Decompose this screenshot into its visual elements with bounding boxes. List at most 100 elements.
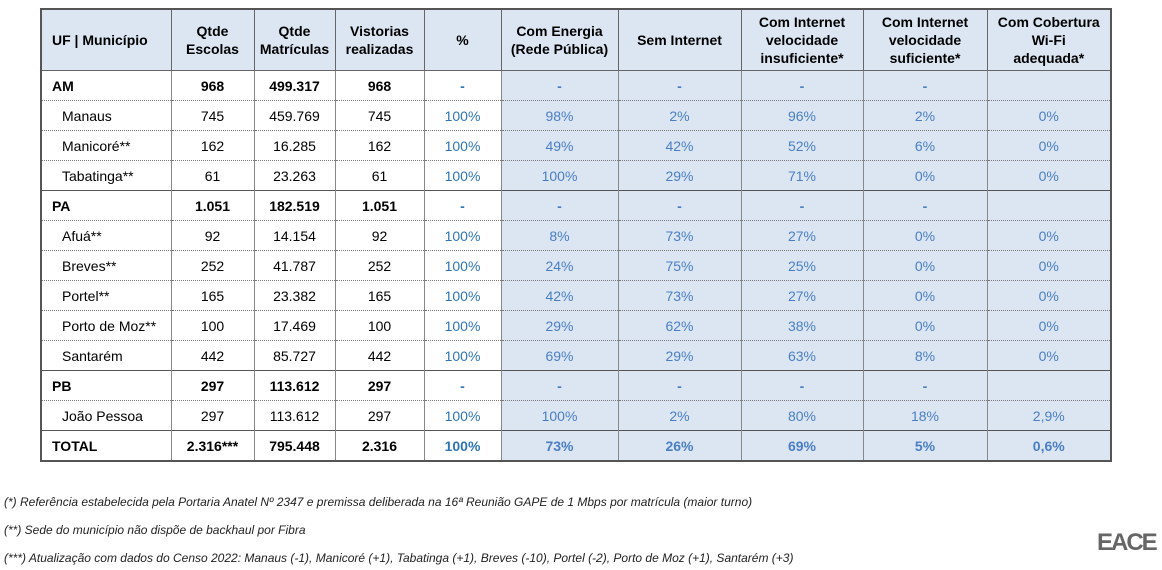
cell: 100%	[423, 430, 502, 461]
footnote: (***) Atualização com dados do Censo 202…	[4, 551, 794, 565]
cell: 100%	[423, 340, 502, 371]
cell: 61	[170, 160, 255, 191]
municipality-row: Porto de Moz** 100 17.469 100 100% 29% 62% 38% 0…	[40, 310, 1112, 341]
municipality-row: Tabatinga** 61 23.263 61 100% 100% 29% 71% 0% 0%	[40, 160, 1112, 191]
cell: 162	[170, 130, 255, 161]
cell: AM	[40, 70, 172, 101]
cell: Porto de Moz**	[40, 310, 172, 341]
cell: 6%	[862, 130, 988, 161]
cell	[986, 70, 1112, 101]
cell: 0%	[862, 280, 988, 311]
municipality-row: João Pessoa 297 113.612 297 100% 100% 2% 80% 18%…	[40, 400, 1112, 431]
cell: 41.787	[253, 250, 336, 281]
column-header: Com Internet velocidade suficiente*	[862, 8, 988, 71]
cell: 0%	[986, 340, 1112, 371]
cell: 2.316***	[170, 430, 255, 461]
cell: 1.051	[334, 190, 425, 221]
cell: 459.769	[253, 100, 336, 131]
cell: 0%	[986, 250, 1112, 281]
cell: 100%	[500, 160, 619, 191]
cell: 100%	[423, 130, 502, 161]
cell: 27%	[740, 220, 864, 251]
cell: 80%	[740, 400, 864, 431]
cell: Portel**	[40, 280, 172, 311]
column-header: Sem Internet	[617, 8, 742, 71]
cell: Tabatinga**	[40, 160, 172, 191]
cell: 27%	[740, 280, 864, 311]
cell: -	[423, 190, 502, 221]
cell: 442	[170, 340, 255, 371]
cell: 38%	[740, 310, 864, 341]
cell	[986, 190, 1112, 221]
column-header: UF | Município	[40, 8, 172, 71]
cell: 17.469	[253, 310, 336, 341]
state-row: PA 1.051 182.519 1.051- - - - -	[40, 190, 1112, 221]
cell: -	[862, 370, 988, 401]
cell: 61	[334, 160, 425, 191]
cell: 113.612	[253, 370, 336, 401]
cell: 63%	[740, 340, 864, 371]
cell: 745	[334, 100, 425, 131]
cell: 0%	[986, 100, 1112, 131]
cell: 100	[170, 310, 255, 341]
municipality-row: Manaus 745 459.769 745 100% 98% 2% 96% 2% 0%	[40, 100, 1112, 131]
cell: 795.448	[253, 430, 336, 461]
cell: 182.519	[253, 190, 336, 221]
cell: 0%	[986, 160, 1112, 191]
footnote: (**) Sede do município não dispõe de bac…	[4, 523, 306, 537]
cell: 18%	[862, 400, 988, 431]
cell	[986, 370, 1112, 401]
cell: -	[423, 70, 502, 101]
cell: 0%	[986, 220, 1112, 251]
cell: 100%	[423, 100, 502, 131]
cell: 100%	[423, 220, 502, 251]
cell: 0%	[862, 220, 988, 251]
cell: -	[617, 190, 742, 221]
cell: -	[740, 370, 864, 401]
cell: 73%	[500, 430, 619, 461]
cell: 100%	[423, 310, 502, 341]
cell: 16.285	[253, 130, 336, 161]
column-header: Vistorias realizadas	[334, 8, 425, 71]
cell: 100%	[423, 280, 502, 311]
cell: 42%	[617, 130, 742, 161]
data-table: UF | Município Qtde Escolas Qtde Matrícula…	[40, 8, 1112, 462]
cell: 0%	[986, 310, 1112, 341]
cell: -	[862, 70, 988, 101]
cell: 0,6%	[986, 430, 1112, 461]
cell: 73%	[617, 220, 742, 251]
state-row: AM 968 499.317 968- - - - -	[40, 70, 1112, 101]
cell: 5%	[862, 430, 988, 461]
cell: 162	[334, 130, 425, 161]
cell: 23.263	[253, 160, 336, 191]
cell: 75%	[617, 250, 742, 281]
cell: 98%	[500, 100, 619, 131]
cell: 100	[334, 310, 425, 341]
cell: 113.612	[253, 400, 336, 431]
cell: PB	[40, 370, 172, 401]
cell: 14.154	[253, 220, 336, 251]
column-header: Com Energia (Rede Pública)	[500, 8, 619, 71]
column-header: Qtde Escolas	[170, 8, 255, 71]
cell: 0%	[862, 160, 988, 191]
cell: 2%	[862, 100, 988, 131]
cell: 69%	[740, 430, 864, 461]
cell: 0%	[862, 250, 988, 281]
municipality-row: Afuá** 92 14.154 92 100% 8% 73% 27% 0% 0%	[40, 220, 1112, 251]
cell: 297	[170, 400, 255, 431]
cell: -	[617, 370, 742, 401]
cell: Manicoré**	[40, 130, 172, 161]
cell: 297	[334, 400, 425, 431]
total-row: TOTAL 2.316*** 795.448 2.316 100% 73% 26% 69% 5%…	[40, 430, 1112, 461]
municipality-row: Portel** 165 23.382 165 100% 42% 73% 27% 0% 0%	[40, 280, 1112, 311]
municipality-row: Manicoré** 162 16.285 162 100% 49% 42% 52% 6% 0%	[40, 130, 1112, 161]
cell: 71%	[740, 160, 864, 191]
cell: 42%	[500, 280, 619, 311]
cell: 8%	[862, 340, 988, 371]
cell: 29%	[500, 310, 619, 341]
cell: 297	[334, 370, 425, 401]
cell: 968	[170, 70, 255, 101]
cell: 100%	[423, 400, 502, 431]
cell: 252	[334, 250, 425, 281]
header-row: UF | Município Qtde Escolas Qtde Matrícula…	[40, 8, 1112, 71]
